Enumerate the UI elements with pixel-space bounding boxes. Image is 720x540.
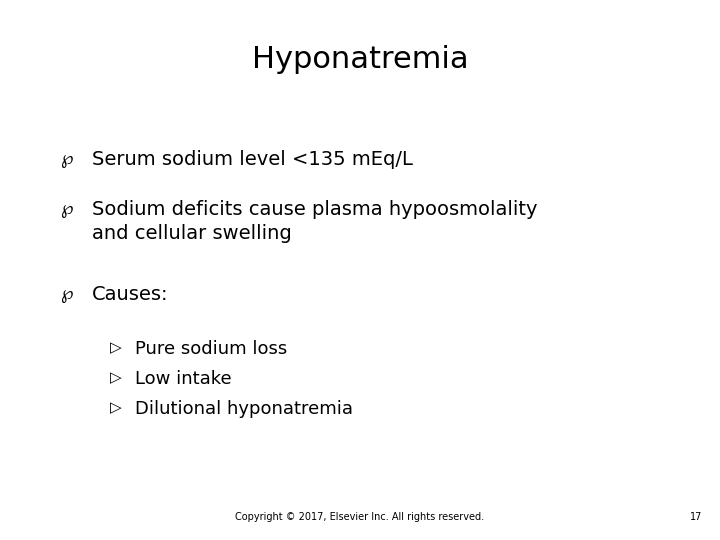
Text: ▷: ▷ [110, 340, 122, 355]
Text: ▷: ▷ [110, 400, 122, 415]
Text: Low intake: Low intake [135, 370, 232, 388]
Text: Causes:: Causes: [92, 285, 168, 304]
Text: ℘: ℘ [60, 200, 73, 218]
Text: 17: 17 [690, 512, 702, 522]
Text: Dilutional hyponatremia: Dilutional hyponatremia [135, 400, 353, 418]
Text: Serum sodium level <135 mEq/L: Serum sodium level <135 mEq/L [92, 150, 413, 169]
Text: Pure sodium loss: Pure sodium loss [135, 340, 287, 358]
Text: Sodium deficits cause plasma hypoosmolality
and cellular swelling: Sodium deficits cause plasma hypoosmolal… [92, 200, 538, 243]
Text: ℘: ℘ [60, 285, 73, 303]
Text: Hyponatremia: Hyponatremia [252, 45, 468, 74]
Text: ▷: ▷ [110, 370, 122, 385]
Text: Copyright © 2017, Elsevier Inc. All rights reserved.: Copyright © 2017, Elsevier Inc. All righ… [235, 512, 485, 522]
Text: ℘: ℘ [60, 150, 73, 168]
